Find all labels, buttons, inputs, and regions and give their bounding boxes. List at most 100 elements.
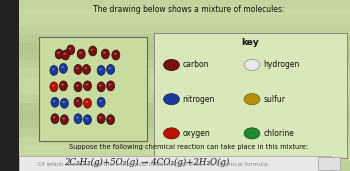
Bar: [19, 0, 350, 9]
Ellipse shape: [76, 100, 79, 102]
Bar: [19, 34, 350, 43]
Bar: [19, 60, 350, 68]
Text: chlorine: chlorine: [263, 129, 294, 138]
Ellipse shape: [50, 65, 58, 75]
Ellipse shape: [102, 49, 109, 59]
Ellipse shape: [74, 64, 82, 74]
Text: oxygen: oxygen: [183, 129, 210, 138]
Ellipse shape: [107, 64, 114, 74]
Ellipse shape: [52, 68, 55, 70]
Ellipse shape: [91, 49, 93, 51]
Ellipse shape: [85, 84, 88, 86]
Ellipse shape: [62, 50, 69, 60]
Ellipse shape: [84, 67, 87, 69]
Ellipse shape: [83, 64, 90, 74]
Ellipse shape: [85, 101, 88, 103]
Ellipse shape: [74, 97, 82, 107]
Bar: [19, 103, 350, 111]
Bar: [19, 120, 350, 128]
Bar: [19, 111, 350, 120]
Ellipse shape: [244, 60, 260, 71]
Ellipse shape: [114, 53, 117, 55]
Ellipse shape: [108, 117, 111, 120]
Bar: [19, 77, 350, 86]
Bar: [0, 0, 19, 171]
Text: Suppose the following chemical reaction can take place in this mixture:: Suppose the following chemical reaction …: [69, 144, 309, 150]
Bar: [19, 137, 350, 145]
Ellipse shape: [108, 84, 111, 86]
Bar: [19, 43, 350, 51]
Ellipse shape: [244, 94, 260, 105]
Ellipse shape: [50, 82, 58, 92]
Ellipse shape: [53, 100, 56, 102]
Ellipse shape: [97, 82, 105, 92]
Ellipse shape: [85, 117, 88, 120]
Ellipse shape: [79, 52, 82, 54]
Ellipse shape: [112, 50, 120, 60]
Ellipse shape: [97, 114, 105, 124]
Ellipse shape: [84, 81, 91, 91]
Text: Of which reactant are there the most initial moles? Enter its chemical formula:: Of which reactant are there the most ini…: [38, 162, 270, 167]
Ellipse shape: [84, 98, 91, 108]
Ellipse shape: [84, 115, 91, 125]
Ellipse shape: [164, 60, 179, 71]
Ellipse shape: [103, 52, 106, 54]
Text: hydrogen: hydrogen: [263, 61, 300, 69]
FancyBboxPatch shape: [19, 156, 331, 171]
Bar: [19, 51, 350, 60]
Ellipse shape: [51, 97, 59, 107]
Ellipse shape: [99, 116, 102, 119]
Ellipse shape: [67, 45, 75, 55]
Ellipse shape: [61, 98, 68, 108]
Ellipse shape: [74, 82, 82, 92]
Bar: [19, 94, 350, 103]
Text: The drawing below shows a mixture of molecules:: The drawing below shows a mixture of mol…: [93, 5, 285, 14]
Ellipse shape: [52, 85, 55, 87]
Bar: [19, 9, 350, 17]
Bar: [19, 162, 350, 171]
Ellipse shape: [63, 53, 66, 55]
Ellipse shape: [99, 85, 102, 87]
Bar: [19, 145, 350, 154]
Ellipse shape: [62, 101, 65, 103]
Text: 2C₂H₂(g)+5O₂(g) → 4CO₂(g)+2H₂O(g): 2C₂H₂(g)+5O₂(g) → 4CO₂(g)+2H₂O(g): [64, 158, 230, 167]
Ellipse shape: [107, 115, 114, 125]
Ellipse shape: [74, 114, 82, 124]
Text: carbon: carbon: [183, 61, 209, 69]
Bar: [19, 17, 350, 26]
Bar: [19, 154, 350, 162]
Ellipse shape: [164, 128, 179, 139]
Bar: [19, 128, 350, 137]
Text: sulfur: sulfur: [263, 95, 285, 104]
Ellipse shape: [51, 114, 59, 124]
Ellipse shape: [244, 128, 260, 139]
Ellipse shape: [69, 48, 71, 50]
Bar: [19, 26, 350, 34]
Bar: [19, 86, 350, 94]
Ellipse shape: [77, 49, 85, 59]
Ellipse shape: [55, 49, 63, 59]
Ellipse shape: [62, 117, 65, 120]
Ellipse shape: [164, 94, 179, 105]
Ellipse shape: [99, 68, 102, 70]
Ellipse shape: [97, 97, 105, 107]
Ellipse shape: [76, 116, 79, 119]
FancyBboxPatch shape: [318, 157, 340, 170]
FancyBboxPatch shape: [154, 33, 346, 158]
Ellipse shape: [57, 52, 60, 54]
Ellipse shape: [76, 67, 79, 69]
Ellipse shape: [60, 81, 67, 91]
Ellipse shape: [61, 66, 64, 68]
Text: nitrogen: nitrogen: [183, 95, 215, 104]
Ellipse shape: [108, 67, 111, 69]
FancyBboxPatch shape: [38, 37, 147, 141]
Ellipse shape: [107, 81, 114, 91]
Ellipse shape: [60, 63, 67, 73]
Ellipse shape: [97, 65, 105, 75]
Bar: [19, 68, 350, 77]
Ellipse shape: [61, 84, 64, 86]
Ellipse shape: [76, 85, 79, 87]
Ellipse shape: [99, 100, 102, 102]
Ellipse shape: [61, 115, 68, 125]
Text: key: key: [241, 38, 259, 48]
